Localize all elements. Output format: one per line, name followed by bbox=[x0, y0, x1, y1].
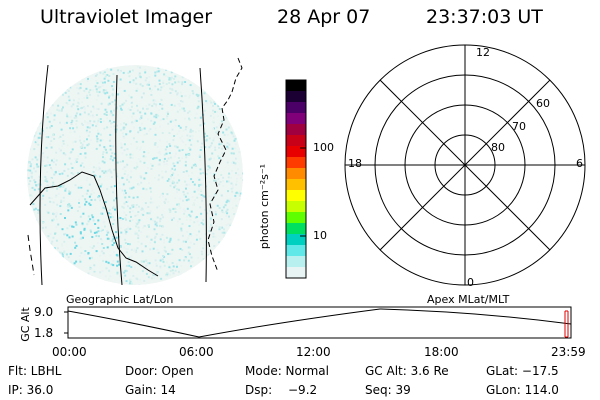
ip-label: IP: 36.0 bbox=[8, 383, 54, 397]
door-label: Door: Open bbox=[125, 364, 194, 378]
altitude-curve bbox=[67, 308, 572, 338]
colorbar-tick-100: 100 bbox=[313, 141, 334, 154]
mlt-6-label: 6 bbox=[576, 157, 583, 170]
altitude-ytick-bottom: 1.8 bbox=[34, 326, 54, 340]
altitude-ylabel: GC Alt bbox=[18, 307, 32, 342]
date-label: 28 Apr 07 bbox=[277, 6, 371, 28]
colorbar-segment bbox=[286, 157, 306, 169]
apex-label: Apex MLat/MLT bbox=[427, 293, 510, 306]
colorbar-segment bbox=[286, 113, 306, 125]
lat-60-label: 60 bbox=[536, 97, 550, 110]
colorbar-segment bbox=[286, 223, 306, 235]
colorbar-segment bbox=[286, 212, 306, 224]
colorbar-segment bbox=[286, 190, 306, 202]
x-tick: 18:00 bbox=[424, 345, 459, 359]
dsp-label: Dsp: bbox=[245, 383, 273, 397]
seq-label: Seq: 39 bbox=[365, 383, 411, 397]
mlt-12-label: 12 bbox=[476, 46, 490, 59]
x-tick: 06:00 bbox=[179, 345, 214, 359]
mode-label: Mode: Normal bbox=[245, 364, 329, 378]
filter-label: Flt: LBHL bbox=[8, 364, 62, 378]
longitude-line bbox=[39, 64, 49, 286]
gc-alt-label: GC Alt: 3.6 Re bbox=[365, 364, 449, 378]
colorbar-segment bbox=[286, 124, 306, 136]
lat-70-label: 70 bbox=[512, 120, 526, 133]
time-label: 23:37:03 UT bbox=[426, 6, 543, 28]
colorbar-segment bbox=[286, 102, 306, 114]
mlt-18-label: 18 bbox=[348, 157, 362, 170]
colorbar-segment bbox=[286, 201, 306, 213]
app-title: Ultraviolet Imager bbox=[40, 6, 213, 28]
colorbar-segment bbox=[286, 135, 306, 147]
x-tick: 23:59 bbox=[551, 345, 586, 359]
longitude-line bbox=[115, 74, 123, 286]
coastline-dashed-left bbox=[27, 234, 35, 276]
colorbar-segment bbox=[286, 91, 306, 103]
colorbar-segment bbox=[286, 234, 306, 246]
coastline bbox=[29, 171, 159, 277]
colorbar-segment bbox=[286, 179, 306, 191]
colorbar-segment bbox=[286, 146, 306, 158]
x-tick: 00:00 bbox=[52, 345, 87, 359]
altitude-ytick-top: 9.0 bbox=[34, 305, 54, 319]
colorbar-segment bbox=[286, 267, 306, 279]
colorbar-segment bbox=[286, 80, 306, 92]
glon-label: GLon: 114.0 bbox=[486, 383, 559, 397]
colorbar-tick-10: 10 bbox=[313, 229, 327, 242]
colorbar-segment bbox=[286, 256, 306, 268]
glat-label: GLat: −17.5 bbox=[486, 364, 559, 378]
coastline-right bbox=[207, 57, 243, 273]
longitude-line bbox=[199, 67, 207, 283]
lat-80-label: 80 bbox=[491, 141, 505, 154]
dsp-value: −9.2 bbox=[288, 383, 318, 397]
colorbar-segment bbox=[286, 168, 306, 180]
colorbar-segment bbox=[286, 245, 306, 257]
geographic-label: Geographic Lat/Lon bbox=[66, 293, 174, 306]
x-tick: 12:00 bbox=[296, 345, 331, 359]
gain-label: Gain: 14 bbox=[125, 383, 176, 397]
mlt-0-label: 0 bbox=[467, 276, 474, 289]
